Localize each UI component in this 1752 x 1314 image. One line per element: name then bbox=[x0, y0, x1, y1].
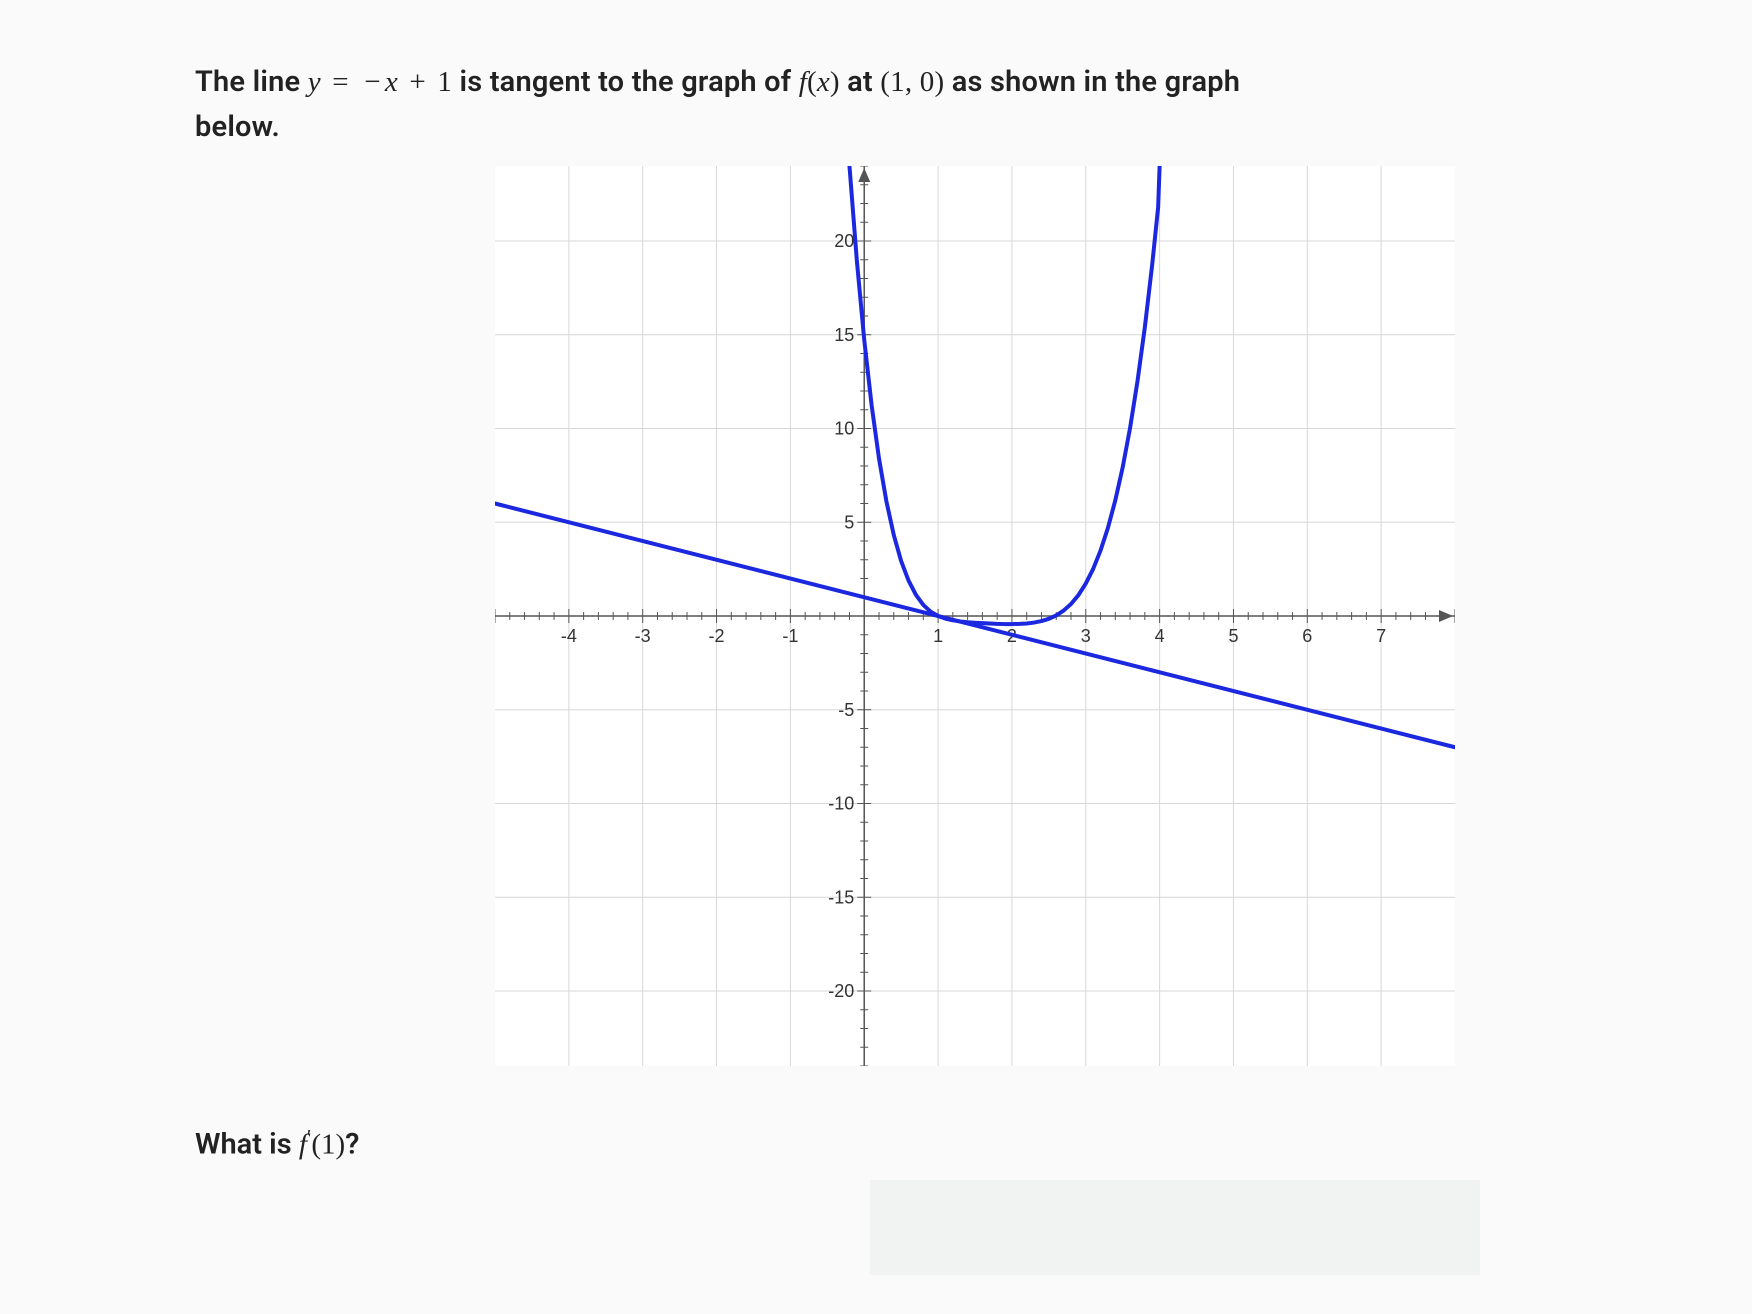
f-sym: f bbox=[799, 66, 807, 98]
graph-figure: -4-3-2-11234567-20-15-10-55101520 bbox=[495, 166, 1455, 1066]
f-close: ) bbox=[830, 66, 840, 98]
svg-text:-1: -1 bbox=[782, 626, 798, 646]
svg-text:20: 20 bbox=[834, 231, 854, 251]
eq-equals: = bbox=[321, 66, 360, 98]
pt-x: 1 bbox=[890, 66, 905, 98]
pt-comma: , bbox=[905, 66, 920, 98]
eq-y: y bbox=[308, 66, 321, 98]
svg-text:-20: -20 bbox=[828, 981, 854, 1001]
pt-close: ) bbox=[934, 66, 944, 98]
svg-text:-5: -5 bbox=[838, 700, 854, 720]
fu-f: f bbox=[299, 1129, 307, 1161]
eq-x: x bbox=[385, 66, 398, 98]
f-open: ( bbox=[807, 66, 817, 98]
fu-pre: What is bbox=[195, 1128, 299, 1162]
fu-close: ) bbox=[336, 1129, 346, 1161]
text-mid2: at bbox=[840, 65, 881, 99]
svg-text:5: 5 bbox=[1228, 626, 1238, 646]
pt-y: 0 bbox=[920, 66, 935, 98]
f-arg: x bbox=[817, 66, 830, 98]
eq-one: 1 bbox=[437, 66, 452, 98]
svg-text:10: 10 bbox=[834, 418, 854, 438]
svg-text:-2: -2 bbox=[709, 626, 725, 646]
followup-question: What is f′(1)? bbox=[195, 1126, 1525, 1162]
answer-input-area[interactable] bbox=[870, 1180, 1480, 1275]
question-line-1: The line y = −x + 1 is tangent to the gr… bbox=[195, 60, 1525, 105]
eq-plus: + bbox=[398, 66, 437, 98]
svg-text:15: 15 bbox=[834, 325, 854, 345]
question-line-2: below. bbox=[195, 105, 1525, 150]
fu-open: ( bbox=[311, 1129, 321, 1161]
svg-text:-10: -10 bbox=[828, 793, 854, 813]
eq-neg: − bbox=[360, 66, 385, 98]
svg-text:4: 4 bbox=[1155, 626, 1165, 646]
svg-text:6: 6 bbox=[1302, 626, 1312, 646]
text-mid1: is tangent to the graph of bbox=[452, 65, 799, 99]
svg-text:-4: -4 bbox=[561, 626, 577, 646]
svg-text:1: 1 bbox=[933, 626, 943, 646]
svg-text:-3: -3 bbox=[635, 626, 651, 646]
svg-text:3: 3 bbox=[1081, 626, 1091, 646]
svg-text:-15: -15 bbox=[828, 887, 854, 907]
text-pre1: The line bbox=[195, 65, 308, 99]
fu-q: ? bbox=[345, 1128, 359, 1162]
svg-text:5: 5 bbox=[844, 512, 854, 532]
pt-open: ( bbox=[880, 66, 890, 98]
text-post: as shown in the graph bbox=[944, 65, 1240, 99]
fu-arg: 1 bbox=[321, 1129, 336, 1161]
graph-svg: -4-3-2-11234567-20-15-10-55101520 bbox=[495, 166, 1455, 1066]
svg-text:7: 7 bbox=[1376, 626, 1386, 646]
